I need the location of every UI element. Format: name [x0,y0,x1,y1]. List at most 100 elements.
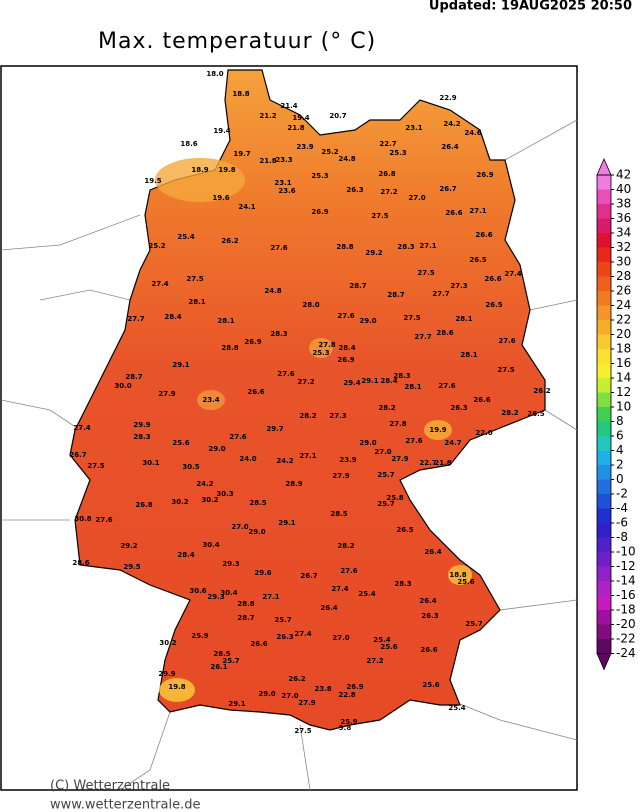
station-temperature: 26.1 [210,663,227,671]
station-temperature: 25.7 [377,471,394,479]
station-temperature: 24.7 [444,439,461,447]
station-temperature: 26.9 [346,683,363,691]
colorbar-swatch [597,610,611,625]
station-temperature: 21.2 [259,112,276,120]
colorbar-swatch [597,291,611,306]
station-temperature: 23.9 [296,143,313,151]
station-temperature: 26.9 [337,356,354,364]
station-temperature: 27.7 [414,333,431,341]
colorbar-swatch [597,639,611,654]
station-temperature: 24.2 [276,457,293,465]
colorbar-tick-label: -4 [616,501,628,515]
station-temperature: 27.9 [298,699,315,707]
station-temperature: 25.6 [457,578,474,586]
station-temperature: 27.5 [497,366,514,374]
station-temperature: 24.8 [264,287,281,295]
station-temperature: 27.0 [231,523,248,531]
warm-cool-patches [155,158,472,702]
station-temperature: 25.6 [380,643,397,651]
station-temperature: 28.3 [270,330,287,338]
colorbar-tick-label: -8 [616,530,628,544]
colorbar-tick-label: -20 [616,617,636,631]
station-temperature: 26.3 [421,612,438,620]
colorbar-swatch [597,465,611,480]
station-temperature: 25.4 [448,704,465,712]
colorbar-swatch [597,189,611,205]
station-temperature: 26.4 [441,143,458,151]
station-temperature: 23.1 [274,179,291,187]
station-temperature: 18.6 [180,140,197,148]
station-temperature: 29.0 [359,439,376,447]
station-temperature: 27.6 [498,337,515,345]
station-temperature: 24.2 [196,480,213,488]
station-temperature: 19.6 [212,194,229,202]
station-temperature: 26.2 [288,675,305,683]
station-temperature: 26.3 [450,404,467,412]
station-temperature: 30.6 [189,587,206,595]
station-temperature: 24.0 [239,455,256,463]
station-temperature: 25.7 [274,616,291,624]
station-temperature: 22.9 [439,94,456,102]
station-temperature: 18.9 [191,166,208,174]
station-temperature: 24.6 [464,129,481,137]
station-temperature: 26.6 [445,209,462,217]
station-temperature: 25.7 [222,657,239,665]
colorbar-tick-label: -18 [616,603,636,617]
colorbar-tick-label: 28 [616,269,631,283]
station-temperature: 26.7 [69,451,86,459]
station-temperature: 26.4 [424,548,441,556]
station-temperature: 27.4 [151,280,168,288]
station-temperature: 26.9 [311,208,328,216]
station-temperature: 28.6 [72,559,89,567]
station-temperature: 21.8 [259,157,276,165]
colorbar-tick-label: -14 [616,574,636,588]
station-temperature: 27.5 [87,462,104,470]
station-temperature: 27.4 [331,585,348,593]
station-temperature: 23.9 [339,456,356,464]
station-temperature: 27.6 [270,244,287,252]
station-temperature: 27.2 [297,378,314,386]
station-temperature: 27.1 [469,207,486,215]
station-temperature: 27.1 [262,593,279,601]
colorbar-swatch [597,508,611,524]
station-temperature: 27.6 [340,567,357,575]
station-temperature: 29.9 [133,421,150,429]
colorbar-swatch [597,407,611,422]
colorbar-swatch [597,262,611,277]
colorbar-swatch [597,363,611,379]
station-temperature: 26.6 [250,640,267,648]
station-temperature: 27.0 [408,194,425,202]
station-temperature: 28.8 [221,344,238,352]
station-temperature: 25.2 [321,148,338,156]
station-temperature: 24.8 [338,155,355,163]
station-temperature: 23.3 [275,156,292,164]
colorbar-tick-label: 40 [616,182,631,196]
colorbar-swatch [597,305,611,321]
station-temperature: 20.7 [329,112,346,120]
station-temperature: 29.9 [158,670,175,678]
colorbar-tick-label: 24 [616,298,631,312]
station-temperature: 26.8 [135,501,152,509]
station-temperature: 19.7 [233,150,250,158]
colorbar-tick-label: 6 [616,429,624,443]
station-temperature: 30.8 [74,515,91,523]
station-temperature: 28.5 [330,510,347,518]
station-temperature: 28.4 [338,344,355,352]
colorbar-tick-label: -10 [616,545,636,559]
colorbar-swatch [597,523,611,538]
station-temperature: 27.6 [229,433,246,441]
colorbar-swatch [597,479,611,495]
station-temperature: 21.8 [287,124,304,132]
station-temperature: 28.5 [213,650,230,658]
station-temperature: 26.6 [247,388,264,396]
station-temperature: 29.5 [123,563,140,571]
station-temperature: 25.4 [373,636,390,644]
station-temperature: 27.3 [450,282,467,290]
colorbar-swatch [597,450,611,466]
station-temperature: 23.1 [405,124,422,132]
station-temperature: 28.7 [237,614,254,622]
station-temperature: 29.3 [207,593,224,601]
station-temperature: 28.5 [249,499,266,507]
colorbar-swatch [597,595,611,611]
station-temperature: 27.0 [374,448,391,456]
